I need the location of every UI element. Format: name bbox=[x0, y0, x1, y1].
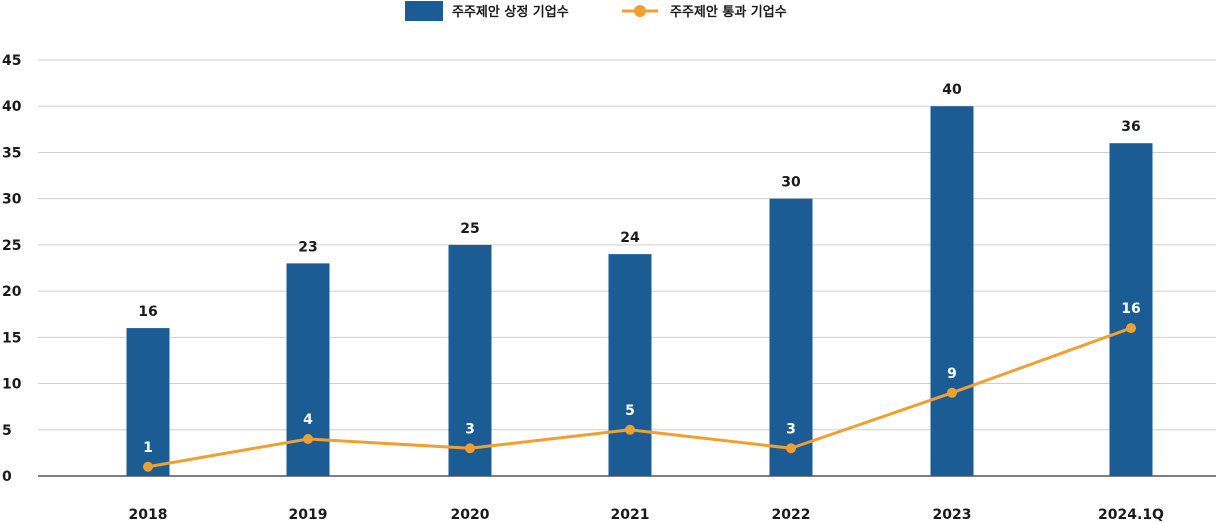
line-value-label: 4 bbox=[303, 412, 313, 428]
bar bbox=[608, 254, 652, 476]
line-point bbox=[303, 434, 313, 445]
x-tick-label: 2024.1Q bbox=[1098, 507, 1164, 523]
x-tick-label: 2020 bbox=[451, 507, 490, 523]
legend-bar-swatch bbox=[405, 1, 443, 21]
bar bbox=[448, 244, 492, 476]
bar bbox=[930, 106, 974, 476]
line-point bbox=[465, 443, 475, 454]
line-point bbox=[143, 461, 153, 472]
bar bbox=[126, 328, 170, 476]
line-value-label: 1 bbox=[143, 440, 153, 456]
x-tick-label: 2018 bbox=[129, 507, 168, 523]
x-tick-label: 2023 bbox=[933, 507, 972, 523]
bar-value-label: 16 bbox=[138, 304, 157, 320]
bar-value-label: 25 bbox=[460, 221, 479, 237]
bar-value-label: 30 bbox=[781, 175, 801, 191]
x-tick-label: 2021 bbox=[611, 507, 650, 523]
bar-value-label: 36 bbox=[1121, 119, 1140, 135]
x-tick-label: 2019 bbox=[289, 507, 328, 523]
y-tick-label: 40 bbox=[2, 99, 22, 115]
y-tick-label: 25 bbox=[2, 238, 21, 254]
line-value-label: 16 bbox=[1121, 301, 1140, 317]
y-tick-label: 15 bbox=[2, 330, 21, 346]
y-tick-label: 45 bbox=[2, 53, 21, 69]
bar-series bbox=[126, 106, 1153, 476]
x-axis: 2018 2019 2020 2021 2022 2023 2024.1Q bbox=[129, 507, 1165, 523]
line-value-label: 9 bbox=[947, 366, 957, 382]
legend-bar-label: 주주제안 상정 기업수 bbox=[452, 4, 569, 20]
line-value-label: 3 bbox=[786, 421, 796, 437]
bar-value-label: 24 bbox=[620, 230, 640, 246]
x-tick-label: 2022 bbox=[772, 507, 811, 523]
bar-labels: 16 23 25 24 30 40 36 bbox=[138, 82, 1140, 320]
legend-line-label: 주주제안 통과 기업수 bbox=[670, 4, 787, 20]
legend-line-marker bbox=[634, 5, 646, 17]
y-tick-label: 0 bbox=[2, 469, 12, 485]
line-point bbox=[786, 443, 796, 454]
bar bbox=[286, 263, 330, 476]
bar bbox=[769, 198, 813, 476]
line-value-label: 5 bbox=[625, 403, 635, 419]
bar-value-label: 23 bbox=[298, 239, 317, 255]
y-tick-label: 35 bbox=[2, 145, 21, 161]
line-point bbox=[1126, 323, 1136, 334]
line-point bbox=[625, 424, 635, 435]
line-value-label: 3 bbox=[465, 421, 475, 437]
line-series: 1 4 3 5 3 9 16 bbox=[143, 301, 1141, 472]
y-tick-label: 10 bbox=[2, 377, 22, 393]
y-tick-label: 30 bbox=[2, 192, 22, 208]
legend: 주주제안 상정 기업수 주주제안 통과 기업수 bbox=[405, 1, 787, 21]
bar-value-label: 40 bbox=[942, 82, 962, 98]
line-point bbox=[947, 387, 957, 398]
y-axis: 0 5 10 15 20 25 30 35 40 45 bbox=[2, 53, 22, 485]
y-tick-label: 5 bbox=[2, 423, 12, 439]
y-tick-label: 20 bbox=[2, 284, 22, 300]
bar bbox=[1109, 143, 1153, 476]
